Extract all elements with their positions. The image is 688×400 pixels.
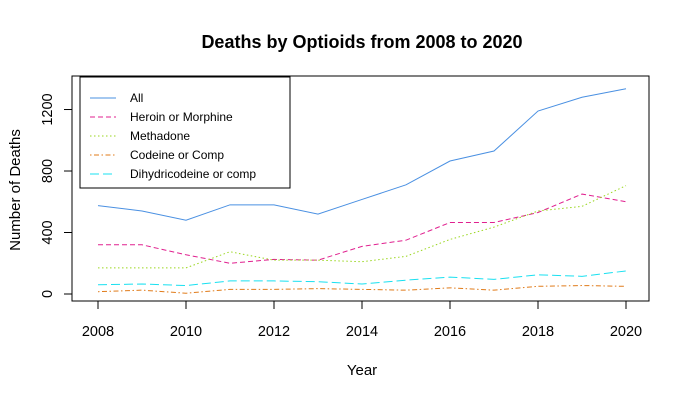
x-tick-label: 2012 (258, 324, 290, 340)
y-tick-label: 800 (40, 159, 56, 183)
x-axis-label: Year (347, 362, 377, 379)
y-axis: 0 400 800 1200 (40, 93, 73, 298)
x-tick-label: 2016 (434, 324, 466, 340)
legend-label: Codeine or Comp (130, 148, 224, 162)
legend-label: All (130, 91, 143, 105)
legend: All Heroin or Morphine Methadone Codeine or… (79, 76, 291, 189)
series-line-methadone (98, 185, 627, 269)
series-line-heroin-or-morphine (98, 193, 627, 264)
series-line-dihydricodeine-or-comp (97, 270, 627, 287)
y-tick-label: 400 (40, 220, 56, 244)
y-axis-label: Number of Deaths (7, 129, 24, 251)
x-tick-label: 2010 (170, 324, 202, 340)
legend-label: Methadone (130, 129, 190, 143)
x-tick-label: 2020 (610, 324, 642, 340)
series-layer (97, 88, 627, 294)
legend-label: Dihydricodeine or comp (130, 167, 256, 181)
series-line-all (97, 88, 627, 221)
x-tick-label: 2008 (82, 324, 114, 340)
y-tick-label: 0 (40, 290, 56, 298)
series-line-codeine-or-comp (97, 285, 627, 294)
legend-box (79, 76, 291, 189)
y-tick-label: 1200 (40, 93, 56, 125)
x-tick-label: 2018 (522, 324, 554, 340)
x-tick-label: 2014 (346, 324, 378, 340)
x-axis: 2008 2010 2012 2014 2016 2018 2020 (82, 300, 642, 340)
chart-title: Deaths by Optioids from 2008 to 2020 (201, 32, 522, 52)
legend-label: Heroin or Morphine (130, 110, 233, 124)
